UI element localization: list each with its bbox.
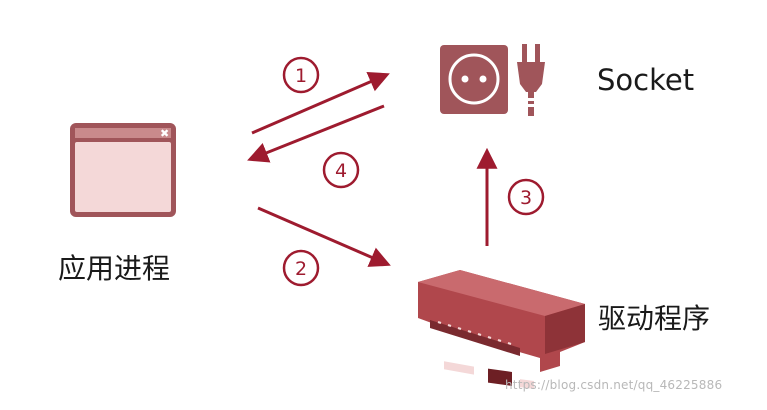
socket-label: Socket <box>597 63 695 97</box>
arrow-step-1 <box>251 72 390 135</box>
arrow-step-4 <box>247 104 385 163</box>
driver-label: 驱动程序 <box>598 302 711 335</box>
step-badge-3: 3 <box>507 178 545 216</box>
step-badge-1: 1 <box>282 56 320 94</box>
arrow-step-2 <box>257 206 391 267</box>
power-outlet-icon <box>440 45 508 114</box>
watermark-url: https://blog.csdn.net/qq_46225886 <box>505 378 723 392</box>
step-number: 4 <box>335 160 347 182</box>
svg-text:✖: ✖ <box>160 127 169 140</box>
power-plug-icon <box>517 44 545 116</box>
step-badge-4: 4 <box>322 151 360 189</box>
step-badge-2: 2 <box>282 249 320 287</box>
network-card-icon <box>418 270 585 390</box>
app-process-label: 应用进程 <box>58 252 171 285</box>
step-number: 3 <box>520 187 532 209</box>
step-number: 1 <box>295 65 307 87</box>
step-number: 2 <box>295 258 307 280</box>
window-icon: ✖ <box>70 123 176 217</box>
